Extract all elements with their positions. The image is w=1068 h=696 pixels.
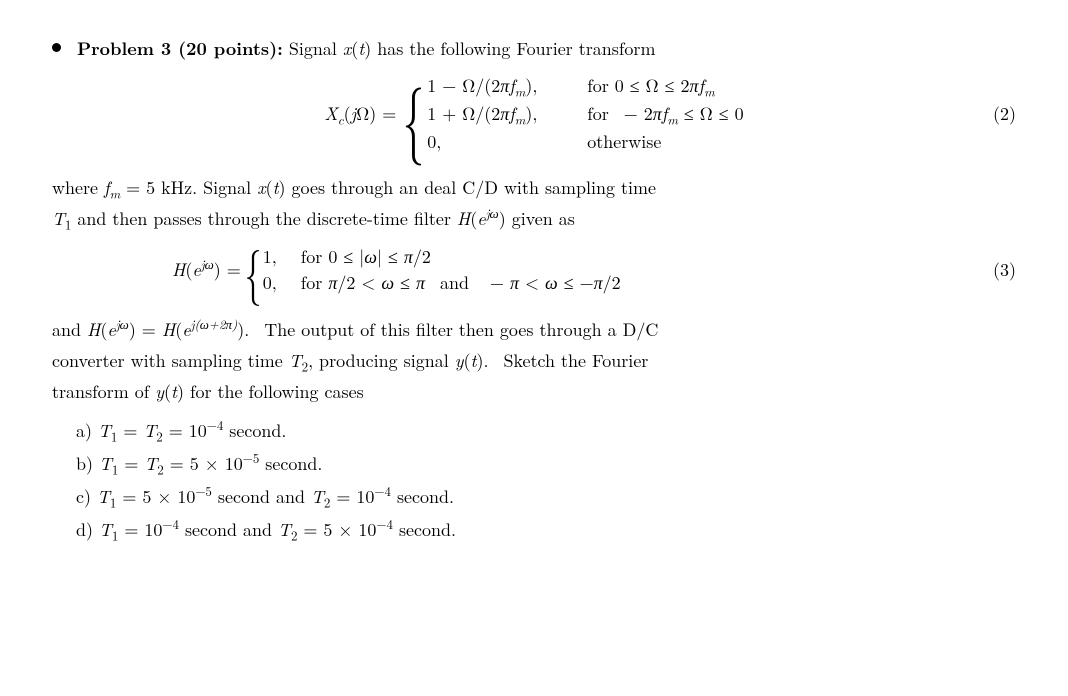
- para-1-line-2: T1 and then passes through the discrete-…: [52, 205, 1016, 232]
- eq2-row-1: 1 − Ω/(2πfm), for 0 ≤ Ω ≤ 2πfm: [427, 72, 743, 100]
- eq2-body: 1 − Ω/(2πfm), for 0 ≤ Ω ≤ 2πfm 1 + Ω/(2π…: [427, 72, 743, 156]
- eq3-row1-expr: 1,: [263, 244, 301, 270]
- left-brace-icon: {: [244, 242, 261, 298]
- para-2-line-2: converter with sampling time T2, produci…: [52, 347, 1016, 374]
- problem-header: Problem 3 (20 points): Signal x(t) has t…: [52, 35, 1016, 62]
- eq2-cases: { 1 − Ω/(2πfm), for 0 ≤ Ω ≤ 2πfm 1 + Ω/(…: [396, 72, 743, 156]
- eq3-row-2: 0, for π/2 < ω ≤ π and − π < ω ≤ −π/2: [263, 270, 621, 296]
- eq3-tag: (3): [993, 256, 1016, 283]
- left-brace-icon: {: [403, 72, 424, 156]
- eq3-row1-cond: for 0 ≤ |ω| ≤ π/2: [301, 244, 431, 270]
- eq2-row1-expr: 1 − Ω/(2πfm),: [427, 72, 587, 100]
- eq3-row2-expr: 0,: [263, 270, 301, 296]
- problem-intro: Signal x(t) has the following Fourier tr…: [283, 36, 656, 61]
- eq3-body: 1, for 0 ≤ |ω| ≤ π/2 0, for π/2 < ω ≤ π …: [263, 242, 621, 298]
- equation-2: Xc(jΩ) = { 1 − Ω/(2πfm), for 0 ≤ Ω ≤ 2πf…: [52, 72, 1016, 156]
- eq2-row3-cond: otherwise: [587, 128, 661, 156]
- eq2-row-3: 0, otherwise: [427, 128, 743, 156]
- para-1-line-1: where fm = 5 kHz. Signal x(t) goes throu…: [52, 174, 1016, 201]
- eq3-cases: { 1, for 0 ≤ |ω| ≤ π/2 0, for π/2 < ω ≤ …: [241, 242, 621, 298]
- equation-3: H(ejω) = { 1, for 0 ≤ |ω| ≤ π/2 0, for π…: [52, 242, 1016, 298]
- eq2-lhs: Xc(jΩ) =: [324, 100, 396, 127]
- item-d: d) T1 = 10−4 second and T2 = 5 × 10−4 se…: [76, 516, 1016, 543]
- item-c: c) T1 = 5 × 10−5 second and T2 = 10−4 se…: [76, 483, 1016, 510]
- eq2-row1-cond: for 0 ≤ Ω ≤ 2πfm: [587, 72, 714, 100]
- eq2-tag: (2): [993, 100, 1016, 127]
- item-a: a) T1 = T2 = 10−4 second.: [76, 417, 1016, 444]
- eq3-row2-cond: for π/2 < ω ≤ π and − π < ω ≤ −π/2: [301, 270, 621, 296]
- eq2-row2-expr: 1 + Ω/(2πfm),: [427, 100, 587, 128]
- eq2-row2-cond: for − 2πfm ≤ Ω ≤ 0: [587, 100, 743, 128]
- eq2-row3-expr: 0,: [427, 128, 587, 156]
- problem-label: Problem 3 (20 points):: [77, 36, 283, 61]
- eq3-row-1: 1, for 0 ≤ |ω| ≤ π/2: [263, 244, 621, 270]
- para-2-line-3: transform of y(t) for the following case…: [52, 378, 1016, 405]
- item-b: b) T1 = T2 = 5 × 10−5 second.: [76, 450, 1016, 477]
- subitems: a) T1 = T2 = 10−4 second. b) T1 = T2 = 5…: [52, 417, 1016, 543]
- bullet-icon: [52, 43, 61, 52]
- eq2-row-2: 1 + Ω/(2πfm), for − 2πfm ≤ Ω ≤ 0: [427, 100, 743, 128]
- eq3-lhs: H(ejω) =: [172, 256, 241, 283]
- para-2-line-1: and H(ejω) = H(ej(ω+2π)). The output of …: [52, 316, 1016, 343]
